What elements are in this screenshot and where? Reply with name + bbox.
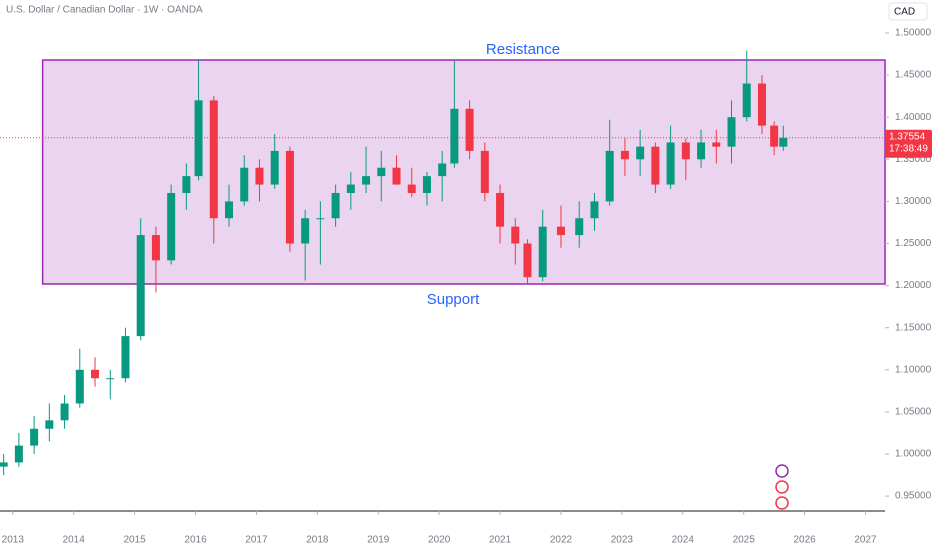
candle-body xyxy=(316,218,325,220)
event-icon[interactable] xyxy=(775,496,789,510)
candle-body xyxy=(121,336,130,379)
candle-body xyxy=(151,235,160,261)
candle-body xyxy=(636,146,645,160)
candle-body xyxy=(167,192,176,261)
candle-body xyxy=(0,462,8,467)
support-label: Support xyxy=(427,291,480,308)
candle-body xyxy=(225,201,234,219)
candle-body xyxy=(60,403,69,421)
y-tick-label: 1.40000 xyxy=(895,112,932,123)
x-tick-label: 2025 xyxy=(733,535,756,546)
candle-body xyxy=(727,117,736,147)
event-icon[interactable] xyxy=(775,480,789,494)
candle-body xyxy=(770,125,779,147)
last-price-tag xyxy=(885,129,932,158)
x-tick-label: 2017 xyxy=(245,535,268,546)
candle-body xyxy=(240,167,249,202)
candle-body xyxy=(136,235,145,337)
candle-body xyxy=(523,243,532,278)
candle-body xyxy=(666,142,675,185)
candle-body xyxy=(779,137,788,147)
candle-body xyxy=(346,184,355,193)
candle-body xyxy=(182,176,191,193)
x-tick-label: 2026 xyxy=(793,535,816,546)
candle-body xyxy=(45,420,54,429)
event-icon[interactable] xyxy=(775,464,789,478)
x-tick-label: 2014 xyxy=(63,535,86,546)
x-tick-label: 2016 xyxy=(184,535,207,546)
candle-body xyxy=(681,142,690,160)
x-tick-label: 2020 xyxy=(428,535,451,546)
y-tick-label: 1.10000 xyxy=(895,364,932,375)
candle-body xyxy=(590,201,599,219)
candle-body xyxy=(407,184,416,193)
y-tick-label: 1.30000 xyxy=(895,196,932,207)
candle-body xyxy=(392,167,401,185)
x-tick-label: 2019 xyxy=(367,535,390,546)
candle-body xyxy=(30,428,39,446)
candle-body xyxy=(450,108,459,164)
candle-body xyxy=(605,150,614,202)
last-price-label: 1.37554 xyxy=(889,131,926,142)
candle-body xyxy=(270,150,279,185)
x-tick-label: 2023 xyxy=(611,535,634,546)
candle-body xyxy=(697,142,706,160)
candle-body xyxy=(496,192,505,227)
candle-body xyxy=(556,226,565,236)
candle-body xyxy=(91,369,100,379)
candle-body xyxy=(377,167,386,177)
chart-title: U.S. Dollar / Canadian Dollar · 1W · OAN… xyxy=(6,5,203,16)
y-tick-label: 1.05000 xyxy=(895,407,932,418)
candle-body xyxy=(712,142,721,147)
candle-body xyxy=(651,146,660,185)
y-tick-label: 1.20000 xyxy=(895,280,932,291)
y-tick-label: 1.15000 xyxy=(895,322,932,333)
countdown-label: 17:38:49 xyxy=(889,143,928,154)
candle-body xyxy=(757,83,766,126)
x-tick-label: 2013 xyxy=(2,535,25,546)
candle-body xyxy=(438,163,447,177)
x-tick-label: 2024 xyxy=(672,535,695,546)
candle-body xyxy=(75,369,84,404)
candle-body xyxy=(480,150,489,193)
x-tick-label: 2018 xyxy=(306,535,329,546)
candle-body xyxy=(620,150,629,160)
y-tick-label: 1.00000 xyxy=(895,449,932,460)
currency[interactable]: CAD xyxy=(894,7,915,18)
candle-body xyxy=(422,176,431,193)
x-tick-label: 2015 xyxy=(123,535,146,546)
y-tick-label: 0.95000 xyxy=(895,491,932,502)
candle-body xyxy=(255,167,264,185)
resistance-label: Resistance xyxy=(486,41,560,58)
candle-body xyxy=(465,108,474,151)
y-tick-label: 1.25000 xyxy=(895,238,932,249)
candle-body xyxy=(511,226,520,244)
candle-body xyxy=(209,100,218,219)
y-tick-label: 1.35000 xyxy=(895,154,932,165)
candle-body xyxy=(301,218,310,244)
x-tick-label: 2021 xyxy=(489,535,512,546)
currency-box[interactable] xyxy=(888,2,928,21)
candle-body xyxy=(106,378,115,380)
y-tick-label: 1.45000 xyxy=(895,70,932,81)
candle-body xyxy=(742,83,751,118)
candle-body xyxy=(331,192,340,219)
candle-body xyxy=(538,226,547,278)
y-tick-label: 1.50000 xyxy=(895,28,932,39)
candle-body xyxy=(575,218,584,236)
candle-body xyxy=(285,150,294,244)
candle-body xyxy=(14,445,23,463)
x-tick-label: 2027 xyxy=(854,535,877,546)
event-icons xyxy=(775,464,789,510)
x-tick-label: 2022 xyxy=(550,535,573,546)
candle-body xyxy=(362,176,371,185)
plot-area: Resistance Support xyxy=(0,41,886,476)
